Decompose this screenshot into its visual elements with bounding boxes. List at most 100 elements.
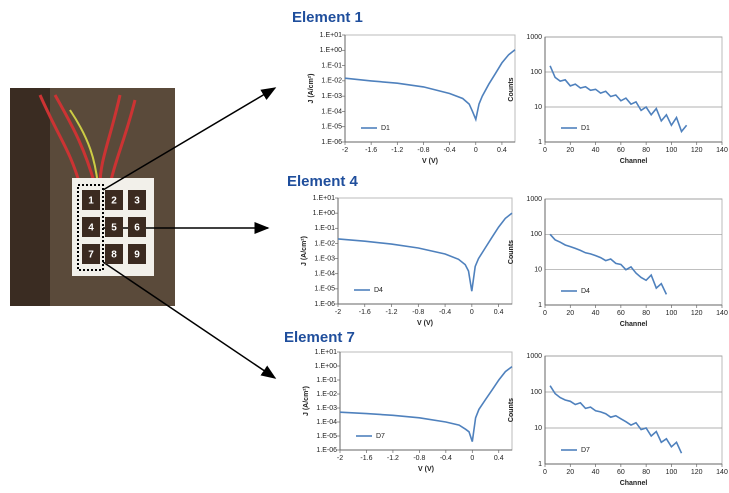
x-tick-label: -2 bbox=[337, 455, 343, 462]
x-axis-label: Channel bbox=[620, 158, 648, 165]
legend-label: D1 bbox=[381, 125, 390, 132]
x-tick-label: -0.4 bbox=[440, 455, 452, 462]
x-tick-label: 120 bbox=[691, 147, 703, 154]
y-tick-label: 1.E+01 bbox=[313, 195, 335, 202]
x-tick-label: 80 bbox=[642, 147, 650, 154]
y-axis-label: Counts bbox=[508, 398, 515, 422]
y-tick-label: 100 bbox=[530, 389, 542, 396]
element-number: 9 bbox=[134, 250, 140, 261]
y-tick-label: 1000 bbox=[526, 353, 542, 360]
legend-label: D7 bbox=[581, 447, 590, 454]
y-tick-label: 100 bbox=[530, 69, 542, 76]
element-number: 5 bbox=[111, 223, 117, 234]
y-tick-label: 1.E-04 bbox=[321, 108, 342, 115]
y-tick-label: 1.E-04 bbox=[316, 419, 337, 426]
x-tick-label: 0.4 bbox=[497, 147, 507, 154]
x-tick-label: 0 bbox=[470, 309, 474, 316]
y-tick-label: 1.E-01 bbox=[314, 225, 335, 232]
data-line bbox=[338, 213, 512, 291]
x-tick-label: 120 bbox=[691, 469, 703, 476]
plot-frame bbox=[545, 37, 722, 142]
x-tick-label: 0.4 bbox=[494, 455, 504, 462]
x-tick-label: 80 bbox=[642, 310, 650, 317]
x-tick-label: 20 bbox=[566, 147, 574, 154]
y-tick-label: 10 bbox=[534, 104, 542, 111]
x-tick-label: 0 bbox=[470, 455, 474, 462]
y-tick-label: 1.E-05 bbox=[316, 433, 337, 440]
x-tick-label: 60 bbox=[617, 469, 625, 476]
legend-label: D1 bbox=[581, 125, 590, 132]
legend-label: D4 bbox=[581, 288, 590, 295]
x-tick-label: 140 bbox=[716, 147, 728, 154]
x-tick-label: 0 bbox=[543, 469, 547, 476]
element-number: 6 bbox=[134, 223, 140, 234]
x-axis-label: Channel bbox=[620, 480, 648, 487]
y-tick-label: 1.E-03 bbox=[321, 93, 342, 100]
y-tick-label: 1.E-06 bbox=[316, 447, 337, 454]
y-tick-label: 1000 bbox=[526, 34, 542, 41]
y-tick-label: 1.E-02 bbox=[314, 240, 335, 247]
y-tick-label: 1 bbox=[538, 139, 542, 146]
x-tick-label: -0.8 bbox=[417, 147, 429, 154]
y-tick-label: 1.E-01 bbox=[321, 62, 342, 69]
y-tick-label: 1.E-05 bbox=[321, 124, 342, 131]
x-tick-label: -0.8 bbox=[413, 455, 425, 462]
y-tick-label: 10 bbox=[534, 267, 542, 274]
y-axis-label: Counts bbox=[508, 77, 515, 101]
x-tick-label: -0.4 bbox=[444, 147, 456, 154]
chart-title: Element 4 bbox=[287, 173, 359, 190]
y-tick-label: 1.E+00 bbox=[313, 210, 335, 217]
figure: 123456789Element 11.E-061.E-051.E-041.E-… bbox=[0, 0, 729, 493]
x-tick-label: -1.2 bbox=[387, 455, 399, 462]
element-number: 3 bbox=[134, 196, 140, 207]
y-tick-label: 1000 bbox=[526, 196, 542, 203]
x-tick-label: 80 bbox=[642, 469, 650, 476]
y-tick-label: 1.E+00 bbox=[320, 47, 342, 54]
x-tick-label: -1.2 bbox=[391, 147, 403, 154]
photo-shadow bbox=[10, 88, 50, 306]
arrow bbox=[103, 262, 275, 378]
x-tick-label: -1.6 bbox=[365, 147, 377, 154]
data-line bbox=[550, 234, 666, 294]
y-tick-label: 1.E-05 bbox=[314, 286, 335, 293]
element-number: 1 bbox=[88, 196, 94, 207]
x-tick-label: 40 bbox=[592, 469, 600, 476]
x-tick-label: 140 bbox=[716, 310, 728, 317]
y-tick-label: 1.E-02 bbox=[321, 78, 342, 85]
x-tick-label: 0 bbox=[543, 147, 547, 154]
x-axis-label: V (V) bbox=[417, 320, 433, 327]
y-tick-label: 1.E-02 bbox=[316, 391, 337, 398]
y-tick-label: 1.E+01 bbox=[320, 32, 342, 39]
plot-frame bbox=[338, 198, 512, 304]
x-tick-label: 100 bbox=[666, 310, 678, 317]
y-axis-label: J (A/cm²) bbox=[303, 386, 310, 416]
x-tick-label: -2 bbox=[335, 309, 341, 316]
y-tick-label: 1.E+00 bbox=[315, 363, 337, 370]
y-tick-label: 1.E-06 bbox=[314, 301, 335, 308]
x-tick-label: -0.8 bbox=[412, 309, 424, 316]
y-tick-label: 1.E-03 bbox=[314, 255, 335, 262]
legend-label: D4 bbox=[374, 287, 383, 294]
legend-label: D7 bbox=[376, 433, 385, 440]
element-number: 7 bbox=[88, 250, 94, 261]
y-tick-label: 1 bbox=[538, 461, 542, 468]
x-axis-label: V (V) bbox=[422, 158, 438, 165]
y-tick-label: 1.E+01 bbox=[315, 349, 337, 356]
x-tick-label: 20 bbox=[566, 310, 574, 317]
element-number: 8 bbox=[111, 250, 117, 261]
x-tick-label: 100 bbox=[666, 469, 678, 476]
x-tick-label: 40 bbox=[592, 147, 600, 154]
chart-title: Element 1 bbox=[292, 9, 363, 26]
x-tick-label: 60 bbox=[617, 147, 625, 154]
x-tick-label: -2 bbox=[342, 147, 348, 154]
element-number: 2 bbox=[111, 196, 117, 207]
x-tick-label: -1.2 bbox=[386, 309, 398, 316]
data-line bbox=[340, 367, 512, 442]
data-line bbox=[550, 66, 687, 132]
x-tick-label: 40 bbox=[592, 310, 600, 317]
data-line bbox=[345, 50, 515, 120]
x-tick-label: 60 bbox=[617, 310, 625, 317]
data-line bbox=[550, 386, 681, 454]
x-tick-label: 0 bbox=[543, 310, 547, 317]
y-tick-label: 1.E-04 bbox=[314, 271, 335, 278]
